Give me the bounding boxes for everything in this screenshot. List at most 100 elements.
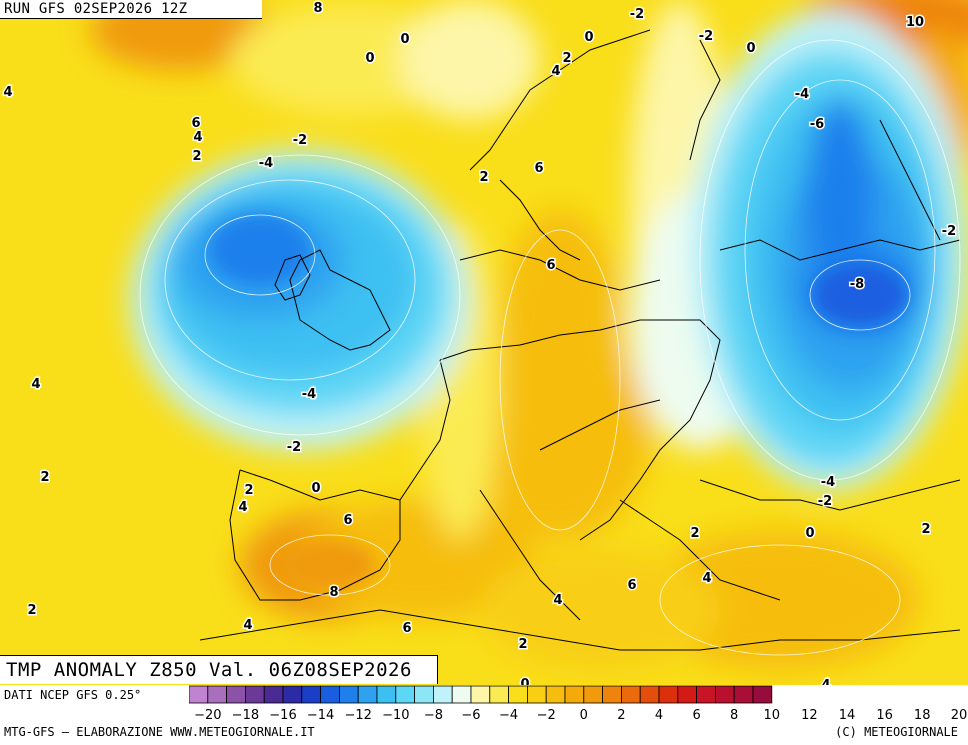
temperature-anomaly-map: 8 -2 10 0 0 -2 0 0 2 4 4 -4 6 -6 4 -2 2 -4 6 2 -2 6 -8 4 -4 -2 2 -4… bbox=[0, 0, 968, 685]
legend-tick-label: 16 bbox=[876, 708, 893, 723]
isotherm-label: -2 bbox=[293, 133, 307, 148]
legend-tick-label: 12 bbox=[801, 708, 818, 723]
legend-tick-label: −10 bbox=[382, 708, 409, 723]
isotherm-label: 4 bbox=[551, 64, 560, 79]
isotherm-label: 6 bbox=[534, 161, 543, 176]
isotherm-label: 2 bbox=[244, 483, 253, 498]
legend-swatch bbox=[282, 685, 303, 704]
isotherm-label: 2 bbox=[40, 470, 49, 485]
isotherm-label: 2 bbox=[479, 170, 488, 185]
isotherm-label: 6 bbox=[343, 513, 352, 528]
legend-swatch bbox=[752, 685, 773, 704]
isotherm-label: -2 bbox=[699, 29, 713, 44]
legend-swatch bbox=[470, 685, 491, 704]
isotherm-label: 4 bbox=[31, 377, 40, 392]
legend-tick-label: −20 bbox=[194, 708, 221, 723]
isotherm-label: 4 bbox=[3, 85, 12, 100]
isotherm-label: -4 bbox=[821, 475, 835, 490]
legend-swatch bbox=[526, 685, 547, 704]
isotherm-label: 8 bbox=[329, 585, 338, 600]
legend-swatch bbox=[658, 685, 679, 704]
legend-tick-label: 14 bbox=[839, 708, 856, 723]
isotherm-label: -2 bbox=[942, 224, 956, 239]
isotherm-label: -2 bbox=[630, 7, 644, 22]
legend-swatch bbox=[301, 685, 322, 704]
run-header: RUN GFS 02SEP2026 12Z bbox=[0, 0, 262, 19]
isotherm-label: -2 bbox=[818, 494, 832, 509]
legend-swatch bbox=[677, 685, 697, 704]
isotherm-label: 2 bbox=[192, 149, 201, 164]
copyright-text: (C) METEOGIORNALE bbox=[835, 725, 958, 739]
legend-swatch bbox=[733, 685, 754, 704]
isotherm-label: 0 bbox=[520, 677, 529, 685]
isotherm-label: 2 bbox=[690, 526, 699, 541]
run-label: RUN GFS 02SEP2026 12Z bbox=[4, 1, 188, 17]
legend-tick-label: 8 bbox=[730, 708, 738, 723]
legend-swatch bbox=[414, 685, 434, 704]
isotherm-label: -2 bbox=[287, 440, 301, 455]
color-scale-legend: −20 −18 −16 −14 −12 −10 −8 −6 −4 −2 0 2 4 6 8 10 12 14 16 1… bbox=[188, 685, 968, 729]
isotherm-label: 6 bbox=[402, 621, 411, 636]
legend-tick-label: −16 bbox=[269, 708, 296, 723]
isotherm-label: 8 bbox=[313, 1, 322, 16]
legend-swatch bbox=[357, 685, 378, 704]
isotherm-label: 4 bbox=[702, 571, 711, 586]
legend-swatch bbox=[207, 685, 227, 704]
legend-tick-label: 10 bbox=[764, 708, 781, 723]
isotherm-label: 4 bbox=[243, 618, 252, 633]
legend-tick-label: 6 bbox=[692, 708, 700, 723]
isotherm-label: -8 bbox=[850, 277, 864, 292]
legend-swatch bbox=[620, 685, 641, 704]
legend-tick-label: −12 bbox=[344, 708, 371, 723]
isotherm-label: 4 bbox=[238, 500, 247, 515]
isotherm-label: 6 bbox=[191, 116, 200, 131]
isotherm-label: -4 bbox=[302, 387, 316, 402]
legend-tick-label: −14 bbox=[307, 708, 334, 723]
map-title: TMP ANOMALY Z850 Val. 06Z08SEP2026 bbox=[6, 659, 412, 681]
legend-swatch bbox=[395, 685, 416, 704]
legend-swatch bbox=[715, 685, 735, 704]
legend-swatch bbox=[639, 685, 660, 704]
isotherm-label: 0 bbox=[746, 41, 755, 56]
data-source: DATI NCEP GFS 0.25° bbox=[4, 688, 142, 702]
legend-tick-label: 20 bbox=[951, 708, 968, 723]
legend-tick-label: −4 bbox=[499, 708, 518, 723]
isotherm-label: -4 bbox=[795, 87, 809, 102]
isotherm-label: 2 bbox=[27, 603, 36, 618]
legend-tick-label: −2 bbox=[537, 708, 556, 723]
isotherm-label: 2 bbox=[921, 522, 930, 537]
isotherm-label: 6 bbox=[627, 578, 636, 593]
legend-tick-label: 18 bbox=[914, 708, 931, 723]
isotherm-label: 2 bbox=[562, 51, 571, 66]
legend-swatch bbox=[263, 685, 284, 704]
legend-swatch bbox=[226, 685, 246, 704]
map-title-box: TMP ANOMALY Z850 Val. 06Z08SEP2026 bbox=[0, 655, 438, 684]
legend-swatch bbox=[508, 685, 528, 704]
legend-swatch bbox=[376, 685, 397, 704]
legend-swatch bbox=[489, 685, 509, 704]
legend-swatch bbox=[583, 685, 603, 704]
legend-tick-label: −8 bbox=[424, 708, 443, 723]
legend-swatch bbox=[338, 685, 359, 704]
isotherm-label: -6 bbox=[810, 117, 824, 132]
isotherm-label: 10 bbox=[906, 15, 924, 30]
legend-swatch bbox=[432, 685, 453, 704]
legend-swatch bbox=[188, 685, 209, 704]
legend-swatch bbox=[545, 685, 566, 704]
isotherm-label: -4 bbox=[259, 156, 273, 171]
isotherm-label: 6 bbox=[546, 258, 555, 273]
legend-tick-label: 2 bbox=[617, 708, 625, 723]
isotherm-label: 0 bbox=[805, 526, 814, 541]
legend-swatch bbox=[320, 685, 340, 704]
isotherm-label: 4 bbox=[821, 678, 830, 685]
isotherm-label: 0 bbox=[365, 51, 374, 66]
legend-swatch bbox=[451, 685, 472, 704]
legend-tick-label: −6 bbox=[461, 708, 480, 723]
legend-tick-label: −18 bbox=[232, 708, 259, 723]
legend-swatch bbox=[696, 685, 716, 704]
credit-text: MTG-GFS — ELABORAZIONE WWW.METEOGIORNALE… bbox=[4, 725, 315, 739]
legend-tick-label: 0 bbox=[580, 708, 588, 723]
legend-swatch bbox=[245, 685, 265, 704]
legend-tick-label: 4 bbox=[655, 708, 663, 723]
isotherm-label: 0 bbox=[311, 481, 320, 496]
